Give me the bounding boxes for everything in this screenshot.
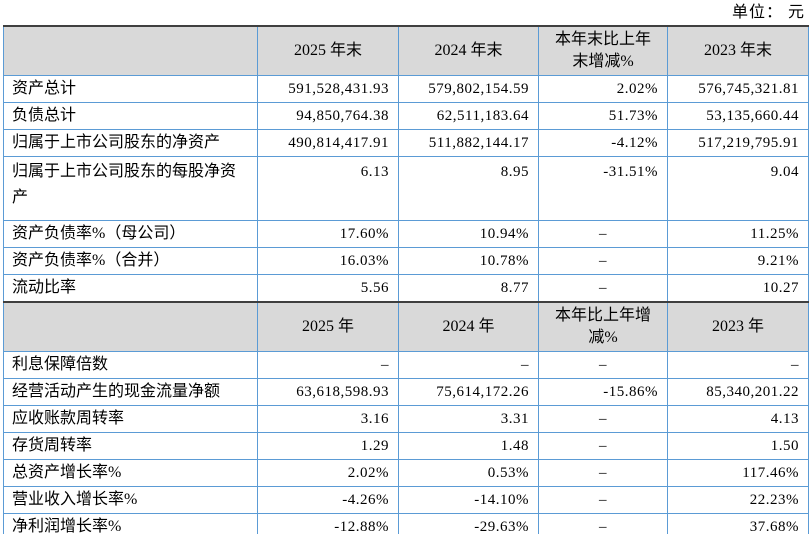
table-row: 资产总计 591,528,431.93 579,802,154.59 2.02% 576…	[3, 75, 809, 103]
cell-value: 8.95	[398, 156, 539, 221]
cell-value: 51.73%	[538, 102, 668, 130]
row-label: 总资产增长率%	[3, 459, 258, 487]
cell-value: 511,882,144.17	[398, 129, 539, 157]
column-header: 2023 年末	[667, 25, 809, 76]
cell-value: –	[538, 274, 668, 303]
header-row: 2025 年 2024 年本年比上年增减% 2023 年	[3, 301, 809, 352]
cell-value: –	[398, 351, 539, 379]
cell-value: -15.86%	[538, 378, 668, 406]
cell-value: 2.02%	[538, 75, 668, 103]
row-label: 利息保障倍数	[3, 351, 258, 379]
cell-value: 517,219,795.91	[667, 129, 809, 157]
cell-value: 85,340,201.22	[667, 378, 809, 406]
cell-value: –	[538, 432, 668, 460]
header-empty-cell	[3, 25, 258, 76]
cell-value: -4.26%	[257, 486, 399, 514]
row-label: 资产总计	[3, 75, 258, 103]
table-row: 应收账款周转率 3.16 3.31–4.13	[3, 405, 809, 433]
cell-value: -14.10%	[398, 486, 539, 514]
cell-value: 576,745,321.81	[667, 75, 809, 103]
row-label: 存货周转率	[3, 432, 258, 460]
cell-value: 117.46%	[667, 459, 809, 487]
cell-value: –	[538, 247, 668, 275]
column-header: 2023 年	[667, 301, 809, 352]
column-header: 2025 年	[257, 301, 399, 352]
cell-value: -4.12%	[538, 129, 668, 157]
table-row: 总资产增长率% 2.02% 0.53% –117.46%	[3, 459, 809, 487]
cell-value: 579,802,154.59	[398, 75, 539, 103]
cell-value: 2.02%	[257, 459, 399, 487]
cell-value: 22.23%	[667, 486, 809, 514]
cell-value: 11.25%	[667, 220, 809, 248]
row-label: 营业收入增长率%	[3, 486, 258, 514]
column-header: 2025 年末	[257, 25, 399, 76]
cell-value: 4.13	[667, 405, 809, 433]
header-row: 2025 年末 2024 年末 本年末比上年末增减% 2023 年末	[3, 25, 809, 76]
cell-value: 3.31	[398, 405, 539, 433]
cell-value: 1.48	[398, 432, 539, 460]
column-header: 本年末比上年末增减%	[538, 25, 668, 76]
cell-value: 16.03%	[257, 247, 399, 275]
table-row: 归属于上市公司股东的每股净资产 6.13 8.95 -31.51% 9.04	[3, 156, 809, 221]
cell-value: 9.04	[667, 156, 809, 221]
cell-value: -29.63%	[398, 513, 539, 534]
cell-value: 6.13	[257, 156, 399, 221]
cell-value: 37.68%	[667, 513, 809, 534]
row-label: 应收账款周转率	[3, 405, 258, 433]
cell-value: –	[538, 486, 668, 514]
table-row: 归属于上市公司股东的净资产 490,814,417.91 511,882,144.1…	[3, 129, 809, 157]
cell-value: –	[538, 459, 668, 487]
cell-value: 75,614,172.26	[398, 378, 539, 406]
table-row: 负债总计 94,850,764.38 62,511,183.64 51.73% 53,1…	[3, 102, 809, 130]
table-row: 流动比率 5.56 8.77–10.27	[3, 274, 809, 303]
cell-value: –	[538, 405, 668, 433]
row-label: 经营活动产生的现金流量净额	[3, 378, 258, 406]
cell-value: 490,814,417.91	[257, 129, 399, 157]
table-row: 资产负债率%（合并） 16.03% 10.78% –9.21%	[3, 247, 809, 275]
header-empty-cell	[3, 301, 258, 352]
row-label: 净利润增长率%	[3, 513, 258, 534]
row-label: 负债总计	[3, 102, 258, 130]
cell-value: 94,850,764.38	[257, 102, 399, 130]
cell-value: 17.60%	[257, 220, 399, 248]
cell-value: 10.78%	[398, 247, 539, 275]
table-row: 净利润增长率% -12.88% -29.63% –37.68%	[3, 513, 809, 534]
table-row: 资产负债率%（母公司） 17.60% 10.94% –11.25%	[3, 220, 809, 248]
cell-value: -12.88%	[257, 513, 399, 534]
cell-value: 10.27	[667, 274, 809, 303]
row-label: 资产负债率%（母公司）	[3, 220, 258, 248]
cell-value: 10.94%	[398, 220, 539, 248]
cell-value: 3.16	[257, 405, 399, 433]
row-label: 资产负债率%（合并）	[3, 247, 258, 275]
cell-value: –	[538, 513, 668, 534]
cell-value: 5.56	[257, 274, 399, 303]
table-row: 存货周转率 1.29 1.48–1.50	[3, 432, 809, 460]
cell-value: 62,511,183.64	[398, 102, 539, 130]
cell-value: 1.29	[257, 432, 399, 460]
cell-value: –	[538, 351, 668, 379]
table-row: 利息保障倍数 – – – –	[3, 351, 809, 379]
row-label: 归属于上市公司股东的净资产	[3, 129, 258, 157]
cell-value: 8.77	[398, 274, 539, 303]
cell-value: 1.50	[667, 432, 809, 460]
column-header: 2024 年	[398, 301, 539, 352]
column-header: 2024 年末	[398, 25, 539, 76]
financial-indicators-table: 2025 年末 2024 年末 本年末比上年末增减% 2023 年末 资产总计 591,5…	[3, 25, 809, 534]
table-row: 营业收入增长率% -4.26% -14.10% –22.23%	[3, 486, 809, 514]
column-header: 本年比上年增减%	[538, 301, 668, 352]
cell-value: -31.51%	[538, 156, 668, 221]
cell-value: –	[538, 220, 668, 248]
row-label: 流动比率	[3, 274, 258, 303]
table-row: 经营活动产生的现金流量净额 63,618,598.93 75,614,172.26-…	[3, 378, 809, 406]
row-label: 归属于上市公司股东的每股净资产	[3, 156, 258, 221]
cell-value: 53,135,660.44	[667, 102, 809, 130]
cell-value: 591,528,431.93	[257, 75, 399, 103]
unit-label: 单位： 元	[731, 4, 805, 21]
cell-value: –	[257, 351, 399, 379]
cell-value: –	[667, 351, 809, 379]
cell-value: 9.21%	[667, 247, 809, 275]
cell-value: 0.53%	[398, 459, 539, 487]
cell-value: 63,618,598.93	[257, 378, 399, 406]
